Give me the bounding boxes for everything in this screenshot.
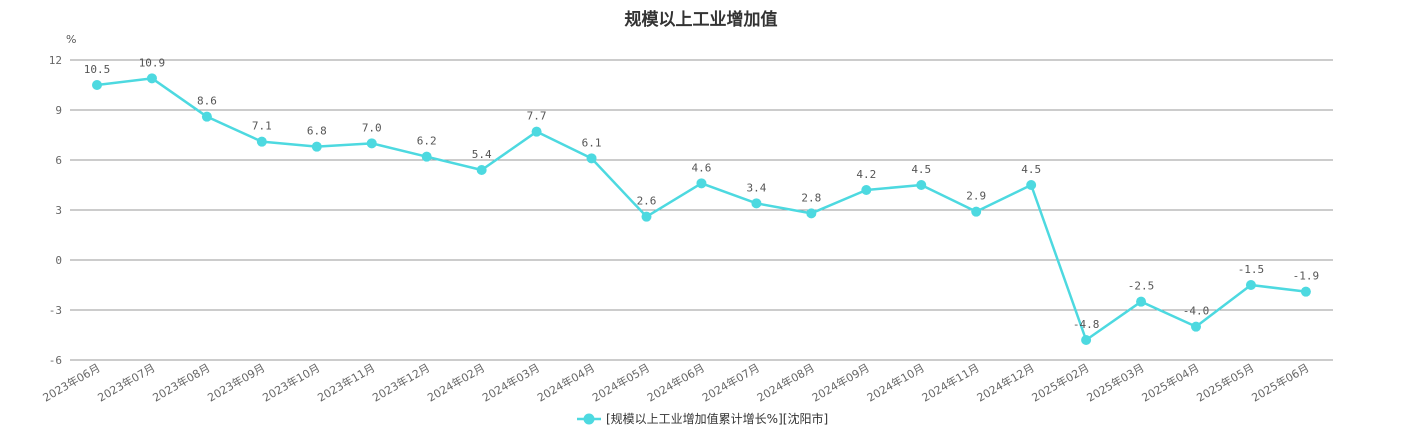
- x-tick-label: 2023年10月: [260, 360, 322, 404]
- data-label: 4.2: [856, 168, 876, 181]
- x-tick-label: 2024年08月: [754, 360, 816, 404]
- data-point[interactable]: [421, 151, 432, 162]
- x-tick-label: 2023年12月: [370, 360, 432, 404]
- x-tick-label: 2024年12月: [974, 360, 1036, 404]
- data-label: 8.6: [197, 95, 217, 108]
- data-label: -4.8: [1073, 318, 1100, 331]
- data-labels: 10.5 10.9 8.6 7.1 6.8 7.0 6.2 5.4 7.7 6.1 2.6 4.6 3.…: [84, 56, 1319, 331]
- data-label: -1.9: [1293, 270, 1320, 283]
- data-label: 7.7: [527, 110, 547, 123]
- data-label: 6.8: [307, 125, 327, 138]
- x-tick-label: 2023年06月: [40, 360, 102, 404]
- data-label: 2.8: [801, 191, 821, 204]
- data-point[interactable]: [586, 153, 597, 164]
- series-line: [96, 77, 1307, 342]
- x-tick-label: 2025年02月: [1029, 360, 1091, 404]
- y-tick-label: 9: [55, 104, 62, 117]
- data-point[interactable]: [1245, 280, 1256, 290]
- x-axis-ticks: 2023年06月2023年07月2023年08月2023年09月2023年10月…: [40, 360, 1311, 404]
- data-label: 2.6: [637, 195, 657, 208]
- y-tick-label: -6: [49, 354, 62, 367]
- x-tick-label: 2024年02月: [425, 360, 487, 404]
- data-point[interactable]: [916, 180, 927, 190]
- data-label: 10.5: [84, 63, 111, 76]
- data-point[interactable]: [531, 126, 542, 137]
- data-label: 4.6: [692, 161, 712, 174]
- x-tick-label: 2025年03月: [1084, 360, 1146, 404]
- data-label: 2.9: [966, 190, 986, 203]
- x-tick-label: 2024年05月: [590, 360, 652, 404]
- x-tick-label: 2025年05月: [1194, 360, 1256, 404]
- data-point[interactable]: [641, 211, 652, 222]
- data-label: 10.9: [139, 56, 166, 69]
- y-tick-label: 12: [49, 54, 62, 67]
- data-label: 4.5: [911, 163, 931, 176]
- data-point[interactable]: [696, 178, 707, 189]
- legend[interactable]: [规模以上工业增加值累计增长%][沈阳市]: [577, 411, 828, 426]
- data-point[interactable]: [971, 206, 982, 217]
- data-point[interactable]: [806, 208, 817, 219]
- y-tick-label: -3: [49, 304, 62, 317]
- y-tick-label: 3: [55, 204, 62, 217]
- grid-lines: [70, 59, 1333, 361]
- x-tick-label: 2023年11月: [315, 360, 377, 404]
- data-label: 7.0: [362, 121, 382, 134]
- x-tick-label: 2023年07月: [95, 360, 157, 404]
- data-label: 3.4: [746, 181, 766, 194]
- data-label: 5.4: [472, 148, 492, 161]
- data-point[interactable]: [311, 141, 322, 152]
- data-point[interactable]: [751, 198, 762, 209]
- x-tick-label: 2024年11月: [919, 360, 981, 404]
- data-point[interactable]: [861, 185, 872, 195]
- chart-title: 规模以上工业增加值: [625, 9, 778, 30]
- y-tick-label: 0: [55, 254, 62, 267]
- series-layer: [92, 73, 1311, 345]
- legend-marker-icon: [583, 413, 595, 425]
- data-label: 6.1: [582, 136, 602, 149]
- data-point[interactable]: [1081, 335, 1092, 345]
- x-tick-label: 2024年06月: [645, 360, 707, 404]
- x-tick-label: 2025年06月: [1249, 360, 1311, 404]
- data-point[interactable]: [1191, 321, 1201, 332]
- data-label: 7.1: [252, 120, 272, 133]
- data-point[interactable]: [1300, 286, 1311, 297]
- data-point[interactable]: [201, 111, 212, 122]
- data-point[interactable]: [1026, 180, 1037, 190]
- y-axis-unit: %: [66, 33, 76, 46]
- data-point[interactable]: [476, 165, 487, 175]
- legend-label: [规模以上工业增加值累计增长%][沈阳市]: [606, 411, 828, 426]
- x-tick-label: 2023年08月: [150, 360, 212, 404]
- data-point[interactable]: [256, 136, 267, 147]
- data-label: -4.0: [1183, 305, 1210, 318]
- data-label: -2.5: [1128, 280, 1155, 293]
- data-point[interactable]: [1136, 296, 1147, 307]
- data-point[interactable]: [92, 80, 102, 90]
- x-tick-label: 2024年10月: [864, 360, 926, 404]
- x-tick-label: 2024年07月: [699, 360, 761, 404]
- data-label: 4.5: [1021, 163, 1041, 176]
- data-label: -1.5: [1238, 263, 1265, 276]
- x-tick-label: 2024年04月: [535, 360, 597, 404]
- data-point[interactable]: [146, 73, 157, 84]
- data-point[interactable]: [366, 138, 377, 149]
- x-tick-label: 2024年03月: [480, 360, 542, 404]
- data-label: 6.2: [417, 135, 437, 148]
- x-tick-label: 2024年09月: [809, 360, 871, 404]
- x-tick-label: 2025年04月: [1139, 360, 1201, 404]
- y-tick-label: 6: [55, 154, 62, 167]
- x-tick-label: 2023年09月: [205, 360, 267, 404]
- y-axis-ticks: -6 -3 0 3 6 9 12: [49, 54, 62, 367]
